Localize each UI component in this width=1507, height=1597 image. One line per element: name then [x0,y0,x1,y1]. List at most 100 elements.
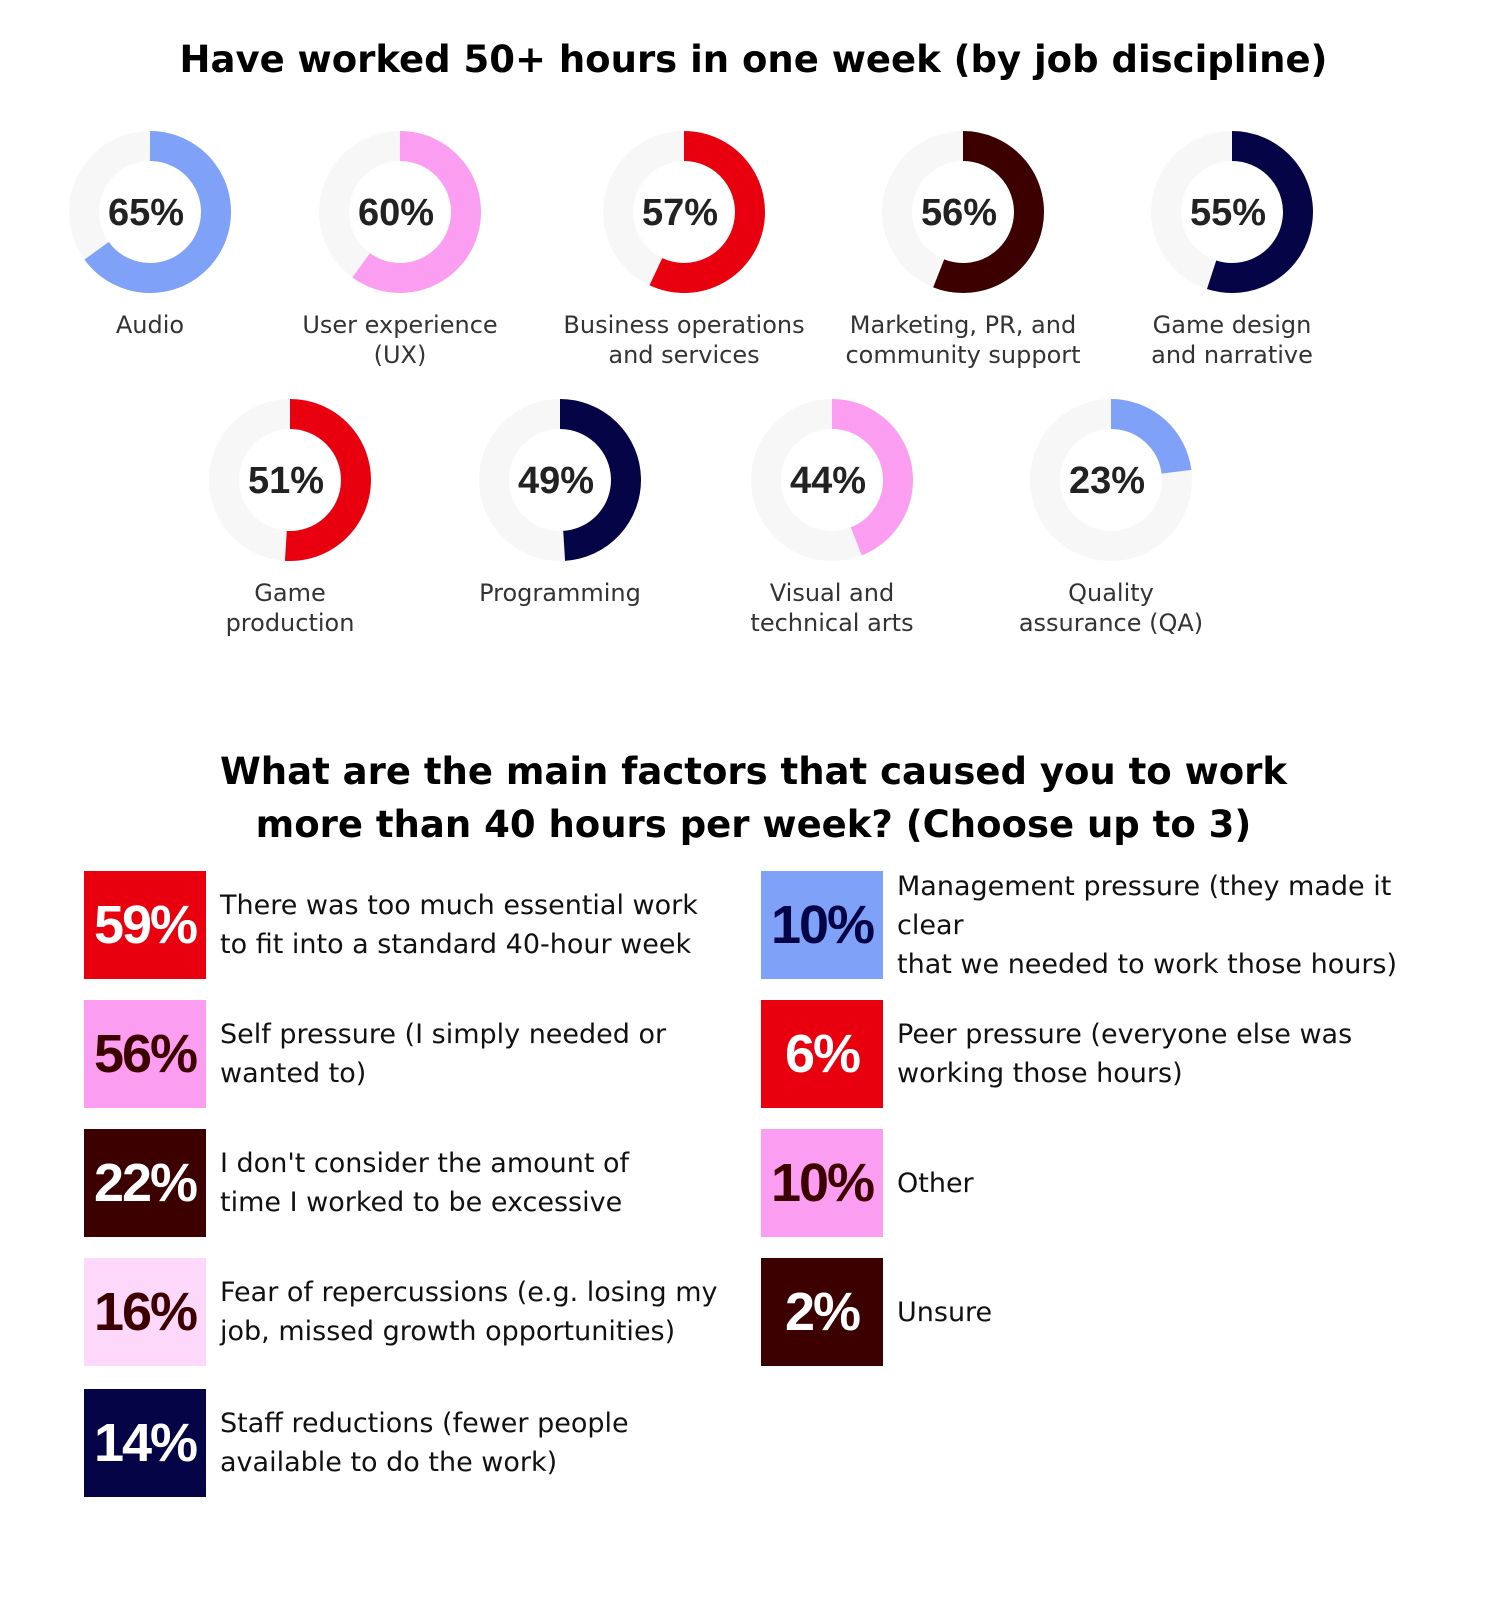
donut-category-label: Quality assurance (QA) [961,578,1261,638]
donut-arc [831,399,913,556]
factor-value-box: 10% [761,871,883,979]
factor-description-lines: Unsure [897,1293,992,1332]
factor-value-box: 2% [761,1258,883,1366]
factor-description-lines: Self pressure (I simply needed or wanted … [220,1015,666,1093]
factor-item: 56% Self pressure (I simply needed or want… [84,1000,734,1108]
factor-value-box: 16% [84,1258,206,1366]
donut-chart-grid: 65% Audio 60% User experience (UX) 57% Busines… [0,0,1507,700]
donut-category-label: User experience (UX) [250,310,550,370]
factor-description-line: I don't consider the amount of [220,1148,630,1179]
factor-description-lines: Fear of repercussions (e.g. losing my job… [220,1273,717,1351]
factor-description: There was too much essential work to fit … [220,871,698,979]
donut-category-label: Game design and narrative [1082,310,1382,370]
donut-value-label: 49% [518,460,594,502]
donut-category-label: Marketing, PR, and community support [813,310,1113,370]
donut-category-label-line: Programming [479,579,641,607]
donut-category-label: Game production [140,578,440,638]
donut-category-label-line: Audio [115,311,185,339]
donut-category-label-line: community support [845,341,1081,369]
factor-description-line: There was too much essential work [220,890,698,921]
donut-value-label: 65% [108,192,184,234]
donut-category-label-line: (UX) [373,341,427,369]
factor-item: 10% Management pressure (they made it cle… [761,871,1451,980]
donut-value-label: 55% [1190,192,1266,234]
factor-description: Management pressure (they made it clear t… [897,871,1451,980]
section-2-title-line-1: What are the main factors that caused yo… [219,750,1288,793]
donut-value-label: 60% [358,192,434,234]
factor-description-line: wanted to) [220,1058,367,1089]
donut-svg: 23% [1030,399,1192,561]
donut-category-label-line: assurance (QA) [1018,609,1204,637]
factor-description-line: Management pressure (they made it clear [897,870,1392,941]
donut-category-label-line: Business operations [563,311,805,339]
donut-category-label-line: and narrative [1151,341,1313,369]
factor-value-box: 14% [84,1389,206,1497]
factor-description-line: job, missed growth opportunities) [220,1316,676,1347]
donut-svg: 49% [479,399,641,561]
factor-description-line: time I worked to be excessive [220,1187,623,1218]
donut-svg: 65% [69,131,231,293]
factor-item: 6% Peer pressure (everyone else was workin… [761,1000,1451,1108]
donut-category-label-line: Quality [1068,579,1154,607]
donut-arc [84,131,231,293]
donut-svg: 51% [209,399,371,561]
donut-value-label: 44% [790,460,866,502]
factor-item: 22% I don't consider the amount of time I … [84,1129,734,1237]
factor-description-line: Other [897,1167,974,1199]
donut-category-label-line: production [225,609,355,637]
factor-description-line: Fear of repercussions (e.g. losing my [220,1277,718,1308]
factor-value-box: 22% [84,1129,206,1237]
factor-description: Other [897,1129,974,1237]
factor-description-line: Self pressure (I simply needed or [220,1019,667,1050]
factor-description-line: Staff reductions (fewer people [220,1408,629,1439]
factor-description-line: to fit into a standard 40-hour week [220,929,692,960]
factor-description-lines: Other [897,1164,974,1203]
donut-svg: 57% [603,131,765,293]
donut-svg: 55% [1151,131,1313,293]
donut-svg: 44% [751,399,913,561]
donut-arc [1110,399,1192,475]
factor-value-box: 6% [761,1000,883,1108]
donut-category-label-line: Visual and [769,579,895,607]
donut-category-label-line: Marketing, PR, and [849,311,1077,339]
donut-value-label: 56% [921,192,997,234]
factor-description: Self pressure (I simply needed or wanted … [220,1000,666,1108]
factor-description-line: available to do the work) [220,1447,558,1478]
donut-category-label-line: Game design [1152,311,1312,339]
donut-category-label-line: User experience [302,311,498,339]
factor-value-box: 56% [84,1000,206,1108]
section-1-title: Have worked 50+ hours in one week (by jo… [179,38,1328,81]
donut-value-label: 23% [1069,460,1145,502]
factor-description-lines: Peer pressure (everyone else was working … [897,1015,1352,1093]
factor-item: 14% Staff reductions (fewer people availab… [84,1389,734,1497]
factor-description: Fear of repercussions (e.g. losing my job… [220,1258,717,1366]
factor-description: I don't consider the amount of time I wor… [220,1129,629,1237]
donut-category-label: Visual and technical arts [682,578,982,638]
factor-description: Staff reductions (fewer people available … [220,1389,629,1497]
factor-value-box: 10% [761,1129,883,1237]
donut-category-label: Programming [410,578,710,608]
donut-arc [352,131,481,293]
factor-item: 10% Other [761,1129,1451,1237]
donut-arc [559,399,641,561]
factor-description-line: Peer pressure (everyone else was [897,1019,1353,1050]
factor-description-lines: Management pressure (they made it clear t… [897,867,1451,984]
factor-item: 2% Unsure [761,1258,1451,1366]
donut-category-label-line: Game [254,579,326,607]
factor-description-lines: There was too much essential work to fit … [220,886,698,964]
factor-description-line: working those hours) [897,1058,1183,1089]
section-2-title-line-2: more than 40 hours per week? (Choose up … [255,803,1252,846]
donut-category-label-line: technical arts [750,609,914,637]
factor-description-lines: I don't consider the amount of time I wor… [220,1144,629,1222]
factor-description-line: that we needed to work those hours) [897,948,1398,980]
factor-description-line: Unsure [897,1296,993,1328]
donut-value-label: 57% [642,192,718,234]
donut-value-label: 51% [248,460,324,502]
donut-arc [284,399,371,561]
factor-description: Unsure [897,1258,992,1366]
donut-category-label: Business operations and services [534,310,834,370]
donut-category-label-line: and services [608,341,760,369]
donut-category-label: Audio [0,310,300,340]
factor-description: Peer pressure (everyone else was working … [897,1000,1352,1108]
factor-description-lines: Staff reductions (fewer people available … [220,1404,629,1482]
